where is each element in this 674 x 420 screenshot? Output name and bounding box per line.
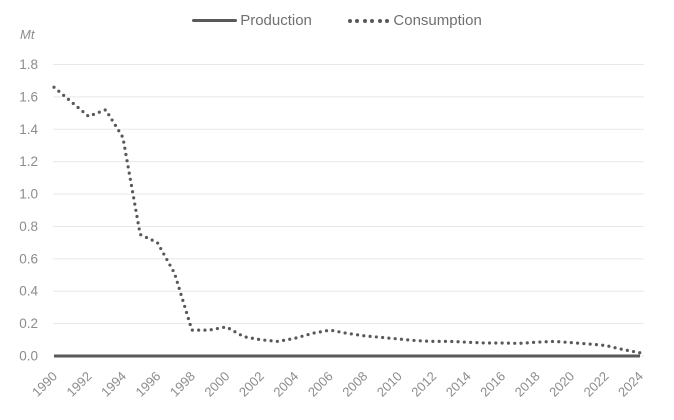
- x-tick-label: 1992: [64, 369, 95, 400]
- y-tick-label: 0.0: [19, 349, 38, 364]
- x-tick-label: 2008: [339, 369, 370, 400]
- x-tick-label: 2020: [546, 369, 577, 400]
- legend-item-consumption: Consumption: [347, 12, 482, 29]
- y-tick-label: 1.6: [19, 89, 38, 104]
- x-tick-label: 2018: [512, 369, 543, 400]
- x-tick-label: 1994: [98, 369, 129, 400]
- legend-item-production: Production: [192, 12, 312, 29]
- chart-legend: Production Consumption: [0, 12, 674, 29]
- x-tick-label: 2000: [201, 369, 232, 400]
- y-tick-label: 1.2: [19, 154, 38, 169]
- y-tick-label: 0.6: [19, 251, 38, 266]
- legend-solid-line-swatch-icon: [192, 18, 238, 23]
- x-tick-label: 2014: [443, 369, 474, 400]
- x-tick-label: 2022: [581, 369, 612, 400]
- x-tick-label: 2006: [305, 369, 336, 400]
- x-tick-label: 2002: [236, 369, 267, 400]
- y-tick-label: 0.4: [19, 284, 38, 299]
- y-tick-label: 1.0: [19, 187, 38, 202]
- x-tick-label: 2024: [615, 369, 646, 400]
- x-tick-label: 1996: [132, 369, 163, 400]
- y-tick-label: 0.2: [19, 316, 38, 331]
- y-tick-label: 1.4: [19, 122, 38, 137]
- x-tick-label: 2016: [477, 369, 508, 400]
- y-axis-unit-label: Mt: [20, 27, 35, 42]
- x-tick-label: 2010: [374, 369, 405, 400]
- legend-label-consumption: Consumption: [393, 12, 482, 29]
- legend-dotted-line-swatch-icon: [347, 18, 390, 23]
- y-tick-label: 0.8: [19, 219, 38, 234]
- x-tick-label: 2004: [270, 369, 301, 400]
- y-tick-label: 1.8: [19, 57, 38, 72]
- legend-label-production: Production: [240, 12, 312, 29]
- x-tick-label: 1990: [29, 369, 60, 400]
- x-tick-label: 1998: [167, 369, 198, 400]
- consumption-series-line: [52, 85, 642, 355]
- x-tick-label: 2012: [408, 369, 439, 400]
